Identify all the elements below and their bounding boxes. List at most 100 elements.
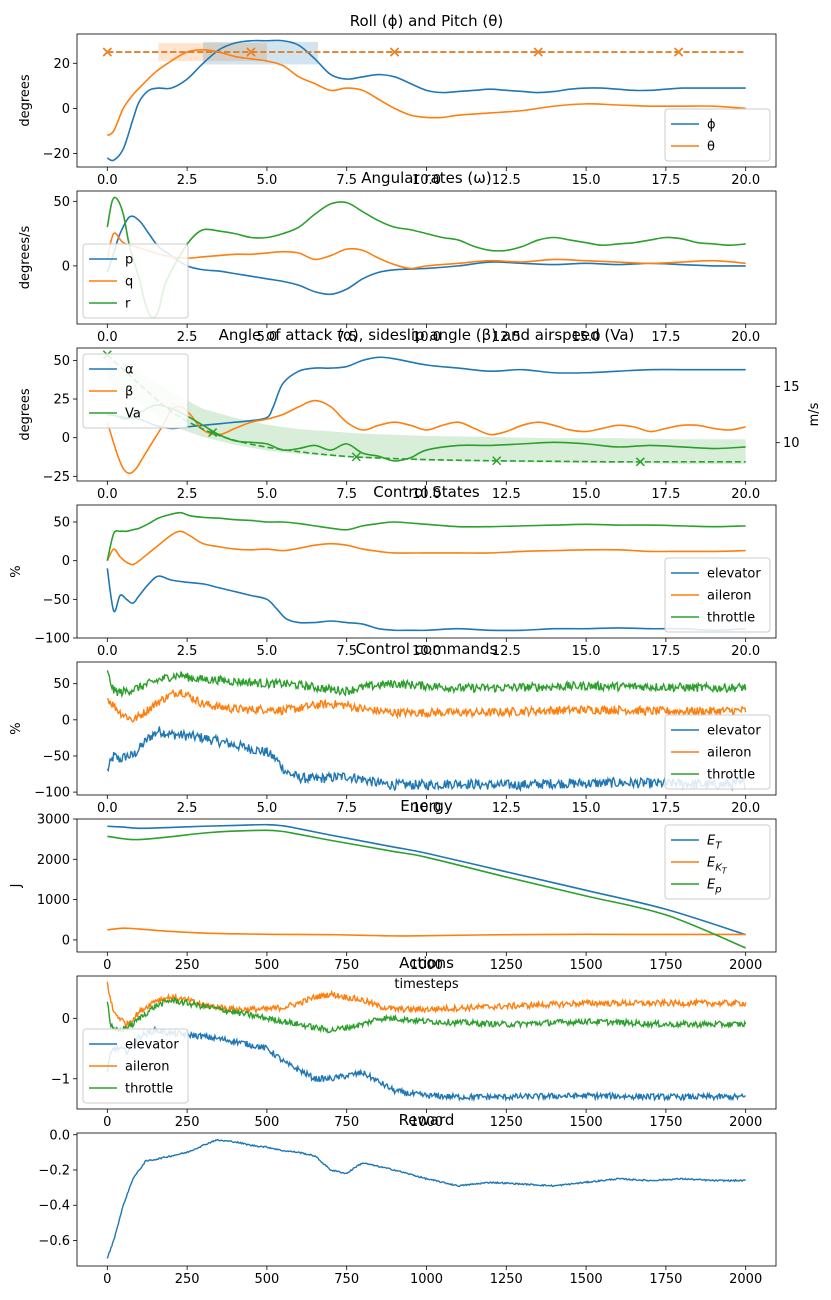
x-tick-label: 20.0 [731, 801, 760, 816]
subplot-roll-pitch: 0.0 2.5 5.0 7.5 10.0 12.5 15.0 17.5 20.0 −20 0 20 de… [18, 12, 777, 188]
chart-title: Angle of attack (α), sideslip angle (β) … [219, 326, 635, 344]
subplot-energy: 0 250 500 750 1000 1250 1500 1750 2000 0 1000 2000 3… [9, 797, 777, 992]
y-axis-label: degrees [18, 388, 33, 441]
y-tick-label: 0 [62, 259, 70, 274]
plot-area [106, 670, 747, 793]
plot-area [102, 350, 746, 475]
target-marker-3-2 [390, 47, 400, 57]
legend: elevator aileron throttle [664, 714, 771, 790]
subplot-angular-rates: 0.0 2.5 5.0 7.5 10.0 12.5 15.0 17.5 20.0 0 50 degre… [18, 169, 777, 345]
legend-frame [82, 353, 189, 429]
x-tick-label: 0.0 [97, 330, 118, 345]
series-line-elevator-0 [106, 726, 746, 793]
y-tick-label: 50 [53, 195, 70, 210]
x-tick-label: 5.0 [257, 801, 278, 816]
series-line-throttle-2 [106, 511, 746, 561]
x-tick-label: 5.0 [257, 644, 278, 659]
target-marker-3-3 [492, 456, 502, 466]
x-tick-label: 20.0 [731, 173, 760, 188]
plot-area [106, 981, 747, 1103]
x-tick-label: 750 [334, 958, 359, 973]
x-tick-label: 10.0 [412, 330, 441, 345]
legend-label: throttle [707, 611, 755, 626]
legend-label: throttle [707, 768, 755, 783]
y-axis-label: degrees [18, 74, 33, 127]
series-line-target-3 [106, 354, 746, 463]
legend-label: β [125, 385, 133, 400]
legend-label: aileron [125, 1060, 169, 1075]
subplot-control-states: 0.0 2.5 5.0 7.5 10.0 12.5 15.0 17.5 20.0 −100 −50 0… [9, 483, 777, 659]
x-tick-label: 0 [103, 958, 111, 973]
x-tick-label: 2.5 [177, 644, 198, 659]
plot-area [106, 196, 746, 319]
x-tick-label: 2.5 [177, 173, 198, 188]
x-tick-label: 500 [254, 1115, 279, 1130]
target-marker-3-3 [533, 47, 543, 57]
y-tick-label: −25 [43, 470, 70, 485]
y-tick-label: −0.2 [38, 1163, 70, 1178]
target-marker-3-0 [102, 47, 112, 57]
legend: elevator aileron throttle [664, 557, 771, 633]
series-line-aileron-1 [106, 688, 747, 723]
x-axis-label: timesteps [394, 977, 458, 992]
y-tick-label: 0 [62, 554, 70, 569]
x-tick-label: 15.0 [572, 330, 601, 345]
y-tick-label: 0.0 [49, 1128, 70, 1143]
series-line-throttle-2 [106, 670, 747, 699]
x-tick-label: 15.0 [572, 173, 601, 188]
target-marker-3-1 [208, 428, 218, 438]
legend-label-main: E [707, 856, 716, 871]
y-tick-label: 3000 [37, 813, 70, 828]
x-tick-label: 1500 [570, 1115, 603, 1130]
x-tick-label: 12.5 [492, 330, 521, 345]
x-tick-label: 1250 [490, 1115, 523, 1130]
y-tick-label: −100 [34, 786, 70, 801]
y-tick-label: 1000 [37, 893, 70, 908]
y-tick-label: 50 [53, 677, 70, 692]
series-line-p-0 [106, 215, 746, 296]
confidence-band-0 [158, 43, 267, 62]
x-tick-label: 0.0 [97, 173, 118, 188]
y-tick-label: 0 [62, 1012, 70, 1027]
subplot-actions: 0 250 500 750 1000 1250 1500 1750 2000 −1 0 Actions… [51, 954, 777, 1130]
x-tick-label: 1250 [490, 958, 523, 973]
x-tick-label: 0 [103, 1115, 111, 1130]
y-tick-label: −1 [51, 1072, 70, 1087]
y-tick-label: 0 [62, 933, 70, 948]
legend-label: EKT [707, 856, 728, 876]
y-axis-label: J [9, 884, 24, 889]
x-tick-label: 10.0 [412, 644, 441, 659]
series-line-E_{K_T}-1 [107, 927, 746, 937]
airspeed-band [107, 358, 746, 465]
chart-title: Control States [373, 483, 480, 501]
x-tick-label: 17.5 [651, 801, 680, 816]
y-tick-label: 25 [53, 393, 70, 408]
confidence-band-1 [203, 41, 318, 65]
x-tick-label: 7.5 [336, 801, 357, 816]
x-tick-label: 1250 [490, 1272, 523, 1287]
chart-title: Reward [399, 1111, 455, 1129]
y-right-tick-label: 15 [783, 380, 800, 395]
plot-area [106, 1138, 746, 1259]
series-line-aileron-1 [106, 530, 746, 566]
y-tick-label: 20 [53, 57, 70, 72]
legend: αβ Va [82, 353, 189, 429]
legend: ϕθ [664, 108, 771, 162]
x-tick-label: 750 [334, 1115, 359, 1130]
y-tick-label: 0 [62, 102, 70, 117]
legend-label: Va [125, 407, 141, 422]
chart-title: Actions [399, 954, 454, 972]
legend-frame [664, 108, 771, 162]
x-tick-label: 1750 [649, 1272, 682, 1287]
target-marker-3-1 [246, 47, 256, 57]
y-axis-label: % [9, 722, 24, 734]
legend-label: p [125, 253, 133, 268]
x-tick-label: 0.0 [97, 801, 118, 816]
x-tick-label: 12.5 [492, 801, 521, 816]
x-tick-label: 15.0 [572, 644, 601, 659]
x-tick-label: 20.0 [731, 330, 760, 345]
x-tick-label: 7.5 [336, 487, 357, 502]
x-tick-label: 2000 [729, 958, 762, 973]
x-tick-label: 5.0 [257, 487, 278, 502]
